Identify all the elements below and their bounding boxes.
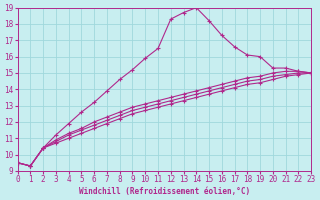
X-axis label: Windchill (Refroidissement éolien,°C): Windchill (Refroidissement éolien,°C) bbox=[79, 187, 250, 196]
